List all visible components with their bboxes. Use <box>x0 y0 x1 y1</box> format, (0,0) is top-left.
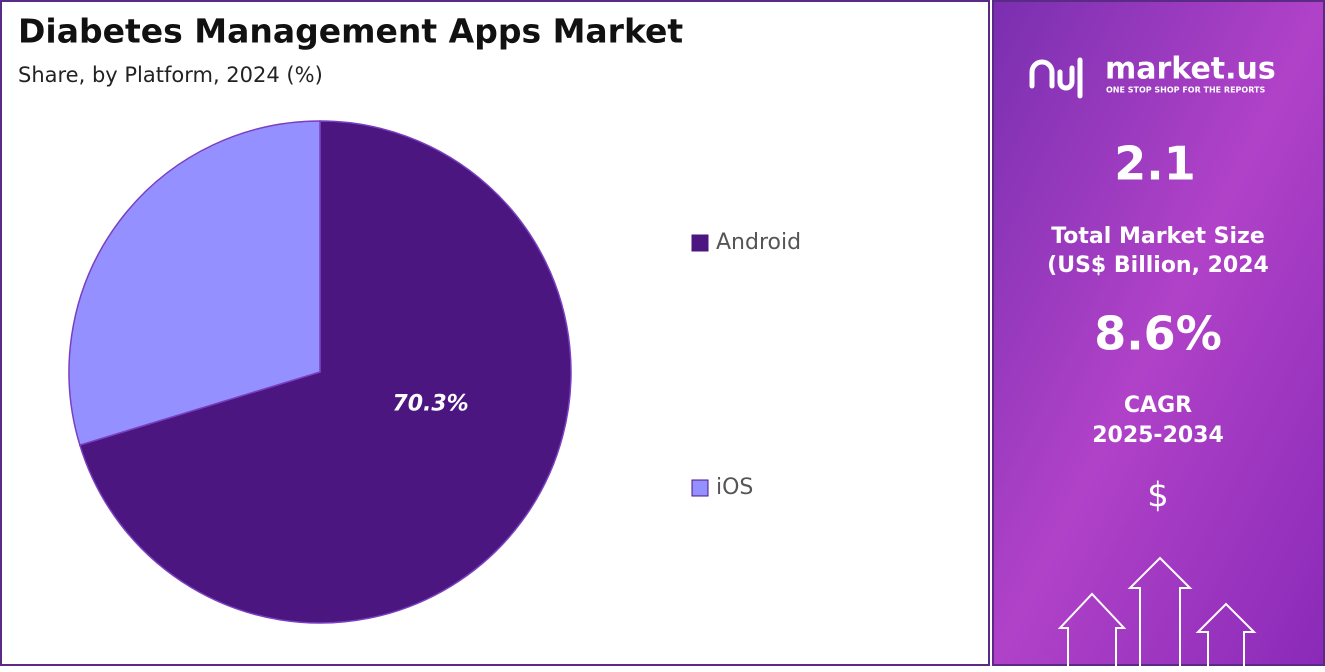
pie: 70.3% <box>68 120 572 624</box>
cagr: 8.6% <box>1094 307 1222 361</box>
chart-title: Diabetes Management Apps Market <box>18 12 683 51</box>
currency-icon: $ <box>1147 476 1169 516</box>
pie-slice <box>68 120 321 446</box>
legend-label: iOS <box>716 475 753 500</box>
legend-swatch <box>691 479 709 497</box>
market-size: 2.1 <box>1114 137 1196 191</box>
legend-swatch <box>691 234 709 252</box>
growth-arrows <box>1057 556 1257 668</box>
cagr-label: 2025-2034 <box>1092 423 1224 448</box>
brand-name: market.us <box>1105 52 1276 87</box>
cagr-label: CAGR <box>1124 393 1192 418</box>
chart-subtitle: Share, by Platform, 2024 (%) <box>18 63 323 87</box>
brand-tagline: ONE STOP SHOP FOR THE REPORTS <box>1106 86 1265 95</box>
info-panel <box>992 0 1325 666</box>
legend: Android iOS <box>691 230 801 500</box>
data-label: 70.3% <box>392 391 468 416</box>
pie-slice <box>78 120 572 624</box>
legend-label: Android <box>716 230 801 255</box>
brand-logo <box>1029 57 1083 99</box>
market-size-label: (US$ Billion, 2024 <box>1047 253 1269 278</box>
market-size-label: Total Market Size <box>1051 224 1265 249</box>
